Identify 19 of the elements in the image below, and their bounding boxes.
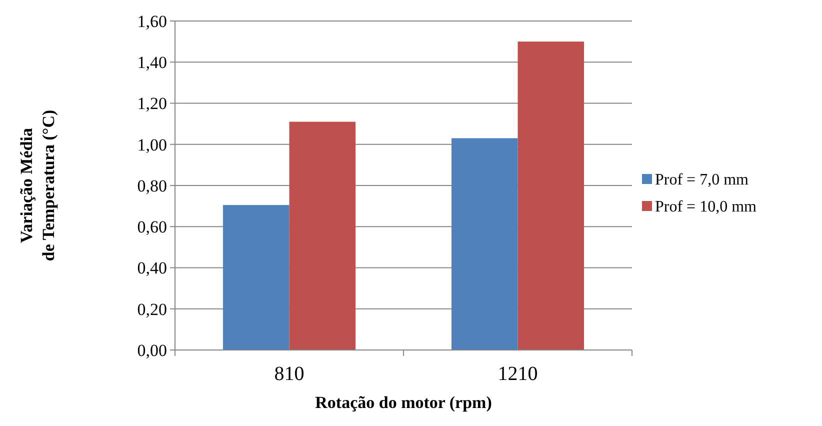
legend-label: Prof = 7,0 mm [655, 172, 750, 189]
y-tick-label: 1,60 [137, 12, 167, 31]
bar [518, 42, 584, 350]
y-tick-label: 1,40 [137, 53, 167, 72]
x-tick-label: 810 [274, 363, 304, 385]
x-tick-label: 1210 [498, 363, 538, 385]
y-tick-label: 0,80 [137, 176, 167, 196]
y-tick-label: 0,60 [137, 218, 167, 237]
y-tick-label: 1,00 [137, 135, 167, 154]
y-tick-label: 0,20 [137, 300, 167, 319]
y-tick-label: 0,40 [137, 258, 167, 278]
legend-label: Prof = 10,0 mm [655, 198, 758, 216]
bar [451, 138, 518, 350]
y-tick-label: 1,20 [137, 94, 167, 114]
y-axis-title: Variação Média de Temperatura (°C) [17, 110, 58, 262]
bar [222, 205, 290, 350]
bar [289, 122, 356, 350]
x-axis-title: Rotação do motor (rpm) [315, 393, 492, 412]
y-tick-label: 0,00 [137, 340, 167, 360]
